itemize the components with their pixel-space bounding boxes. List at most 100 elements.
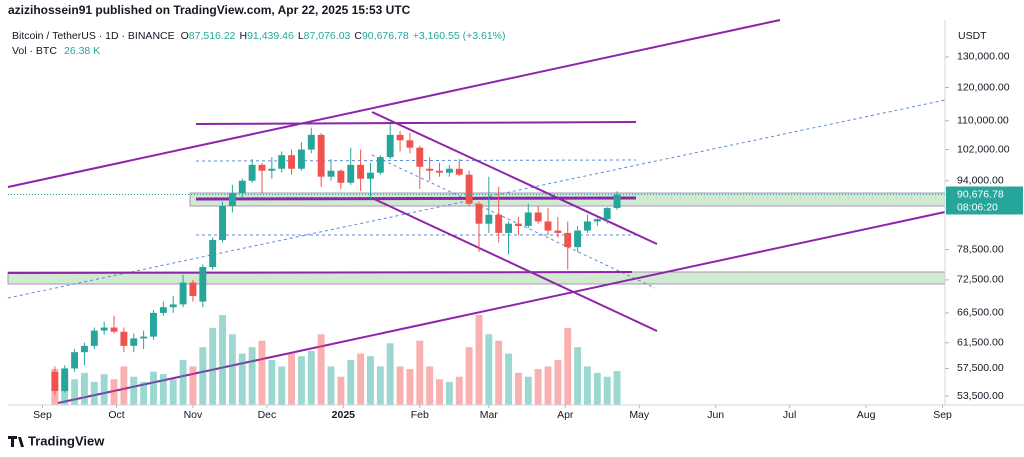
volume-bar bbox=[238, 353, 246, 405]
candle-body bbox=[544, 221, 552, 231]
candle-body bbox=[209, 239, 217, 267]
y-tick-label: 110,000.00 bbox=[957, 115, 1009, 127]
dashed-line bbox=[195, 159, 637, 162]
x-tick-label: Nov bbox=[184, 409, 203, 421]
candle-body bbox=[475, 203, 483, 224]
candle-body bbox=[100, 327, 108, 331]
x-tick-label: Jul bbox=[783, 409, 796, 421]
volume-bar bbox=[357, 353, 365, 405]
y-tick-label: 53,500.00 bbox=[957, 390, 1004, 402]
volume-bar bbox=[505, 353, 513, 405]
volume-bar bbox=[297, 356, 305, 405]
volume-bar bbox=[337, 376, 345, 405]
volume-bar bbox=[465, 347, 473, 405]
candle-body bbox=[297, 149, 305, 169]
volume-bar bbox=[524, 376, 532, 405]
candle-body bbox=[455, 168, 463, 175]
candle-body bbox=[179, 282, 187, 305]
volume-bar bbox=[159, 374, 167, 405]
candle-body bbox=[514, 223, 522, 226]
x-tick-label: Apr bbox=[557, 409, 574, 421]
volume-bar bbox=[367, 356, 374, 405]
ohlc-prefix: L bbox=[298, 30, 304, 42]
ohlc-prefix: H bbox=[240, 30, 248, 42]
trend-line bbox=[195, 196, 637, 201]
candle-body bbox=[248, 164, 256, 181]
candle-body bbox=[386, 134, 394, 158]
volume-bar bbox=[593, 372, 601, 405]
volume-bar bbox=[455, 376, 463, 405]
candle-body bbox=[337, 170, 345, 183]
candle-body bbox=[51, 371, 59, 392]
candle-body bbox=[288, 155, 296, 169]
publisher: azizihossein91 published on TradingView.… bbox=[8, 3, 411, 17]
candle-body bbox=[416, 147, 424, 167]
volume-bar bbox=[150, 371, 157, 405]
logo-icon bbox=[8, 436, 24, 447]
x-tick-label: Sep bbox=[933, 409, 952, 421]
candle-body bbox=[80, 345, 88, 353]
volume-bar bbox=[80, 372, 88, 405]
volume-bar bbox=[436, 379, 443, 405]
candle-body bbox=[307, 134, 315, 150]
marks bbox=[8, 124, 945, 405]
candle-body bbox=[199, 266, 207, 302]
candle-body bbox=[396, 134, 404, 141]
candle-body bbox=[534, 212, 542, 222]
volume-bar bbox=[564, 327, 572, 405]
y-tick-label: 120,000.00 bbox=[957, 81, 1010, 93]
candle-body bbox=[61, 368, 69, 392]
candle-body bbox=[110, 327, 118, 332]
trend-line bbox=[7, 19, 781, 188]
candle-body bbox=[189, 282, 197, 297]
last-price-tag bbox=[946, 186, 1023, 215]
trend-line bbox=[195, 121, 637, 125]
trend-line bbox=[7, 271, 633, 274]
volume-bar bbox=[130, 376, 138, 405]
ohlc-value: 87,516.22 bbox=[189, 30, 236, 42]
trend-line bbox=[371, 111, 658, 245]
x-tick-label: Feb bbox=[411, 409, 429, 421]
candle-body bbox=[327, 170, 335, 177]
volume-bar bbox=[140, 381, 148, 405]
last-price-label: 90,676.78 bbox=[957, 188, 1004, 200]
volume-bar bbox=[534, 369, 542, 405]
candle-body bbox=[278, 155, 286, 169]
dashed-line bbox=[371, 154, 656, 289]
candle-body bbox=[367, 172, 374, 179]
ohlc-value: 87,076.03 bbox=[304, 30, 351, 42]
y-tick-label: 66,500.00 bbox=[957, 307, 1004, 319]
candle-body bbox=[465, 174, 473, 204]
volume-bar bbox=[603, 376, 611, 405]
x-tick-label: Oct bbox=[108, 409, 124, 421]
candle-body bbox=[406, 140, 414, 148]
volume-bar bbox=[219, 315, 226, 405]
volume-bar bbox=[495, 340, 503, 405]
y-tick-label: 130,000.00 bbox=[957, 51, 1010, 63]
candle-body bbox=[495, 214, 503, 233]
candle-body bbox=[574, 230, 582, 248]
volume-bar bbox=[288, 353, 296, 405]
y-tick-label: 78,500.00 bbox=[957, 243, 1004, 255]
zone bbox=[7, 271, 946, 285]
candle-body bbox=[258, 164, 266, 171]
volume-bar bbox=[396, 366, 404, 405]
x-tick-label: Dec bbox=[258, 409, 277, 421]
candle-body bbox=[159, 307, 167, 313]
volume-bar bbox=[90, 381, 98, 405]
countdown: 08:06:20 bbox=[957, 201, 998, 213]
volume-bar bbox=[248, 347, 256, 405]
candle-body bbox=[505, 223, 513, 233]
volume-bar bbox=[327, 366, 335, 405]
candle-body bbox=[347, 164, 355, 183]
volume-bar bbox=[475, 315, 483, 405]
trend-line bbox=[371, 197, 658, 332]
x-tick-label: Mar bbox=[480, 409, 499, 421]
candle-body bbox=[71, 352, 79, 369]
volume-label: Vol · BTC bbox=[12, 45, 57, 57]
volume-bar bbox=[554, 360, 562, 405]
volume-bar bbox=[485, 334, 493, 405]
header: Bitcoin / TetherUS · 1D · BINANCE O87,516… bbox=[12, 30, 506, 57]
volume-bar bbox=[71, 379, 79, 405]
